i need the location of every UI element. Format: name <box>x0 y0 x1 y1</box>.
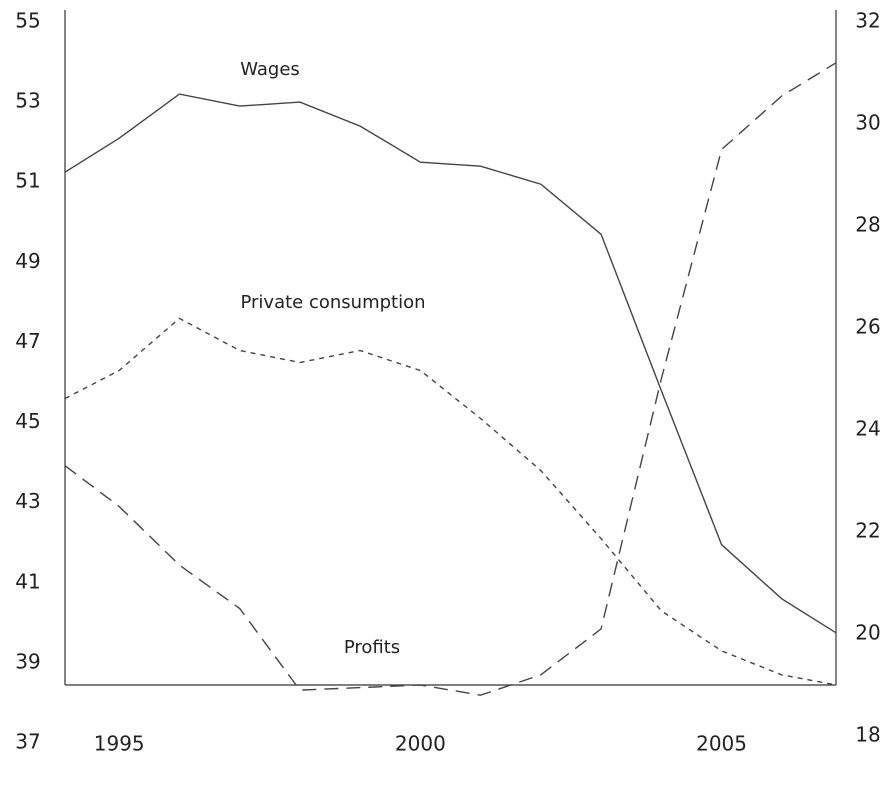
y2-tick-label: 32 <box>855 9 880 33</box>
x-tick-label: 1995 <box>94 732 145 756</box>
series-line <box>64 93 837 634</box>
y-tick-label: 43 <box>15 489 40 513</box>
y2-tick-label: 20 <box>855 621 880 645</box>
series-line <box>64 317 837 686</box>
series-label: Profits <box>344 637 400 658</box>
y2-tick-label: 30 <box>855 111 880 135</box>
y-tick-label: 53 <box>15 89 40 113</box>
series-label: Private consumption <box>240 292 425 313</box>
y2-tick-label: 18 <box>855 723 880 747</box>
x-tick-label: 2000 <box>395 732 446 756</box>
y-tick-label: 49 <box>15 249 40 273</box>
y-tick-label: 55 <box>15 9 40 33</box>
y2-tick-label: 26 <box>855 315 880 339</box>
y-tick-label: 39 <box>15 649 40 673</box>
y-tick-label: 45 <box>15 409 40 433</box>
y-tick-label: 47 <box>15 329 40 353</box>
y-tick-label: 51 <box>15 169 40 193</box>
y2-tick-label: 24 <box>855 417 880 441</box>
y-tick-label: 37 <box>15 730 40 754</box>
y-tick-label: 41 <box>15 569 40 593</box>
y2-tick-label: 28 <box>855 213 880 237</box>
series-line <box>64 62 837 696</box>
x-tick-label: 2005 <box>696 732 747 756</box>
series-label: Wages <box>240 59 300 80</box>
y2-tick-label: 22 <box>855 519 880 543</box>
